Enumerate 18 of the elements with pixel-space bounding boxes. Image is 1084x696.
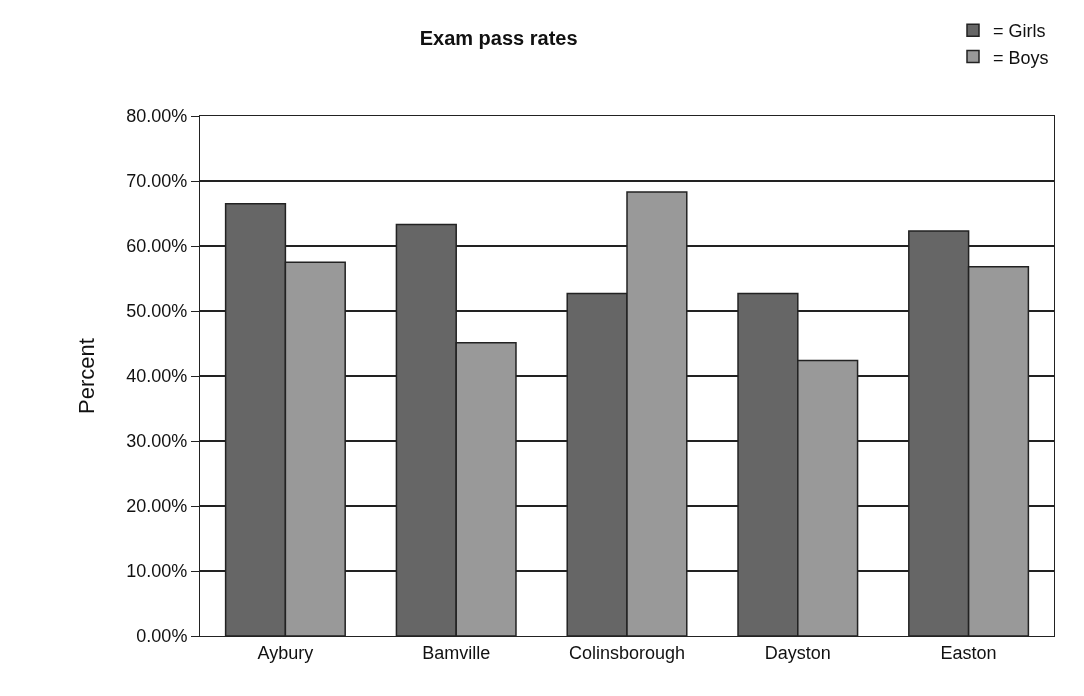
- x-tick-label: Aybury: [257, 642, 314, 663]
- x-tick-label: Dayston: [764, 642, 831, 663]
- y-tick-label: 50.00%: [126, 301, 188, 322]
- y-tick-label: 70.00%: [126, 171, 188, 192]
- x-tick-label: Easton: [940, 642, 997, 663]
- chart-title: Exam pass rates: [419, 27, 578, 50]
- y-tick-label: 60.00%: [126, 236, 188, 257]
- y-tick-label: 20.00%: [126, 496, 188, 517]
- legend-label: = Girls: [993, 21, 1046, 42]
- y-tick-label: 30.00%: [126, 431, 188, 452]
- y-tick-label: 10.00%: [126, 561, 188, 582]
- y-tick-label: 0.00%: [136, 626, 188, 647]
- y-tick-label: 40.00%: [126, 366, 188, 387]
- x-tick-label: Bamville: [422, 642, 491, 663]
- legend-label: = Boys: [993, 47, 1049, 68]
- x-tick-label: Colinsborough: [568, 642, 686, 663]
- y-tick-label: 80.00%: [126, 106, 188, 127]
- y-axis-title: Percent: [74, 338, 100, 414]
